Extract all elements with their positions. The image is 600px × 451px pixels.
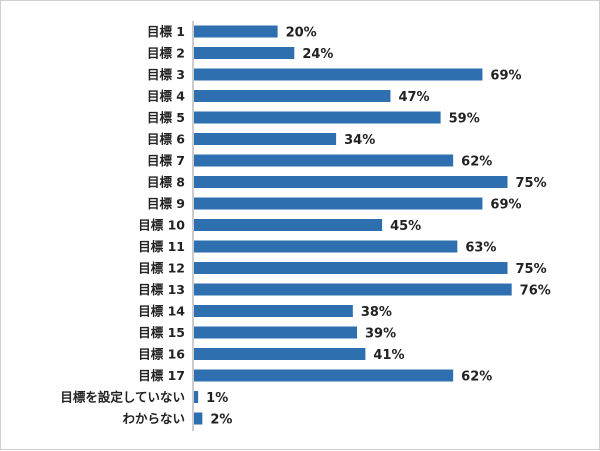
value-label: 63% <box>465 241 496 256</box>
bar <box>194 111 441 124</box>
bar <box>194 369 454 382</box>
category-label: 目標 5 <box>147 110 185 125</box>
value-label: 69% <box>490 198 521 213</box>
bar <box>194 47 295 59</box>
value-label: 76% <box>520 284 551 299</box>
value-label: 41% <box>373 348 404 363</box>
category-label: 目標 7 <box>147 153 185 168</box>
bar <box>194 219 383 231</box>
value-label: 75% <box>516 176 547 191</box>
value-label: 75% <box>516 262 547 277</box>
bar <box>194 90 391 102</box>
bar <box>194 240 458 253</box>
category-label: 目標 11 <box>138 239 185 254</box>
value-label: 62% <box>461 370 492 385</box>
bar <box>194 133 337 145</box>
bar <box>194 176 508 188</box>
bar-group: 目標 1 20% 目標 2 24% 目標 3 69% 目標 4 47% 目標 5 59% 目標 6 3… <box>60 24 550 428</box>
bar <box>194 197 483 210</box>
category-label: わからない <box>122 411 185 426</box>
value-label: 24% <box>302 47 333 62</box>
bar <box>194 262 508 274</box>
category-label: 目標 16 <box>138 347 185 362</box>
category-label: 目標 4 <box>147 89 185 104</box>
category-label: 目標 15 <box>138 325 185 340</box>
bar <box>194 283 512 296</box>
category-label: 目標 8 <box>147 175 185 190</box>
category-label: 目標 3 <box>147 67 185 82</box>
value-label: 38% <box>361 305 392 320</box>
value-label: 39% <box>365 327 396 342</box>
category-label: 目標 13 <box>138 282 185 297</box>
bar <box>194 326 358 339</box>
value-label: 69% <box>490 69 521 84</box>
value-label: 1% <box>206 391 228 406</box>
bar <box>194 154 454 167</box>
category-label: 目標 6 <box>147 132 185 147</box>
value-label: 2% <box>210 413 232 428</box>
bar <box>194 391 199 403</box>
bar <box>194 412 203 425</box>
category-label: 目標 10 <box>138 218 185 233</box>
value-label: 20% <box>286 26 317 41</box>
category-label: 目標 14 <box>138 304 185 319</box>
value-label: 62% <box>461 155 492 170</box>
value-label: 47% <box>398 90 429 105</box>
category-label: 目標 9 <box>147 196 185 211</box>
category-label: 目標 1 <box>147 24 185 39</box>
category-label: 目標 17 <box>138 368 185 383</box>
category-label: 目標 12 <box>138 261 185 276</box>
bar <box>194 25 278 38</box>
category-label: 目標 2 <box>147 46 185 61</box>
value-label: 45% <box>390 219 421 234</box>
bar <box>194 305 353 317</box>
bar <box>194 68 483 81</box>
bar <box>194 348 366 360</box>
value-label: 59% <box>449 112 480 127</box>
value-label: 34% <box>344 133 375 148</box>
category-label: 目標を設定していない <box>60 390 185 405</box>
